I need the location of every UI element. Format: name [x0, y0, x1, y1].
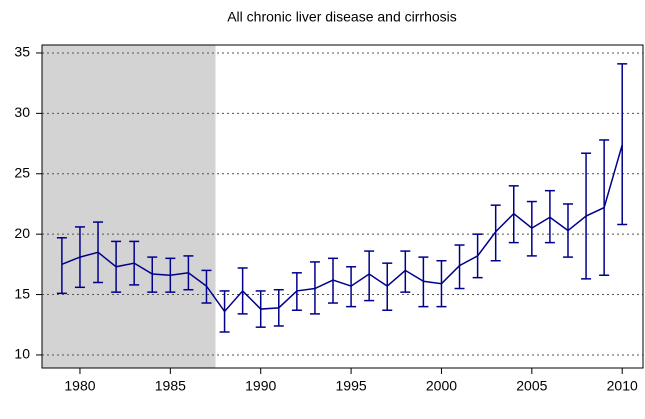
y-tick-label: 20 [14, 225, 30, 241]
x-tick-label: 1980 [64, 378, 95, 394]
x-tick-label: 2000 [426, 378, 457, 394]
x-tick-label: 2005 [516, 378, 547, 394]
chart-title: All chronic liver disease and cirrhosis [227, 9, 457, 25]
plot-frame [41, 44, 644, 369]
y-tick-label: 10 [14, 346, 30, 362]
y-tick-label: 25 [14, 164, 30, 180]
y-tick-label: 30 [14, 104, 30, 120]
shaded-region [42, 45, 216, 368]
y-tick-label: 35 [14, 44, 30, 60]
x-tick-label: 2010 [607, 378, 638, 394]
y-tick-label: 15 [14, 285, 30, 301]
x-tick-label: 1990 [245, 378, 276, 394]
x-tick-label: 1985 [155, 378, 186, 394]
x-tick-label: 1995 [336, 378, 367, 394]
data-line [61, 144, 623, 313]
